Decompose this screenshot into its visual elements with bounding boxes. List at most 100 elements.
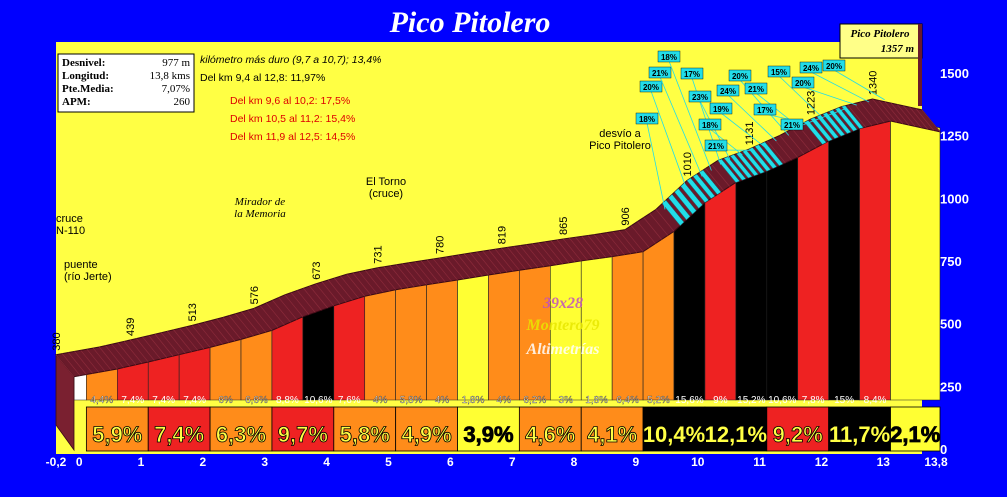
stat-label-1: Longitud: [62, 70, 109, 82]
steep-band-1 [729, 154, 753, 179]
x-tick-9: 8 [571, 455, 578, 469]
slope-column-10 [364, 285, 396, 401]
road-hatch [235, 313, 254, 337]
altitude-label-1: 439 [125, 318, 137, 336]
road-hatch [643, 217, 662, 240]
road-hatch [532, 243, 551, 266]
steep-label-14: 21% [784, 121, 800, 130]
road-hatch [185, 326, 205, 350]
road-hatch [334, 277, 353, 301]
steep-band-0 [698, 169, 722, 195]
steep-band-1 [748, 147, 771, 172]
altitude-label-4: 673 [311, 261, 323, 279]
road-hatch [216, 318, 236, 342]
road-hatch [866, 100, 885, 123]
y-axis: 0 250 500 750 1000 1250 1500 [940, 66, 969, 457]
steep-label-0: 18% [639, 115, 655, 124]
road-hatch [544, 241, 563, 265]
x-tick-2: 1 [138, 455, 145, 469]
steep-label-3: 18% [661, 53, 677, 62]
segment-slope-11: 5,8% [400, 395, 423, 406]
steep-band-0 [680, 182, 703, 209]
km-slope-boxes: 5,9% 7,4% 6,3% 9,7% 5,8% 4,9% 3,9% 4,6% 4,1% 10,4… [85, 406, 941, 452]
road-hatch [470, 252, 489, 276]
road-hatch [519, 245, 539, 268]
road-hatch [463, 253, 483, 277]
altitude-labels: 380 439 513 576 673 731 780 819 865 906 1010 1131 12… [51, 71, 880, 351]
steep-band-0 [674, 188, 697, 215]
road-hatch [581, 236, 601, 259]
segment-slope-10: 4% [373, 395, 388, 406]
km-box-label-8: 4,1% [587, 422, 637, 447]
place-label-0-0: cruce [56, 213, 83, 225]
place-label-4-1: Pico Pitolero [589, 140, 651, 152]
chart-title: Pico Pitolero [389, 6, 551, 39]
steep-leader-8 [720, 112, 765, 147]
km-box-label-6: 3,9% [463, 422, 513, 447]
steep-leader-13 [778, 75, 824, 119]
stat-label-0: Desnivel: [62, 57, 105, 69]
y-tick-1: 250 [940, 379, 962, 394]
steep-label-13: 15% [771, 68, 787, 77]
road-hatch [80, 350, 100, 373]
stat-value-3: 260 [174, 96, 191, 108]
steep-label-12: 17% [757, 106, 773, 115]
road-hatch [779, 135, 798, 158]
road-hatch [791, 128, 811, 152]
altitude-label-13: 1340 [868, 71, 880, 95]
road-hatch [408, 262, 427, 285]
road-hatch [204, 321, 223, 345]
slope-column-18 [611, 247, 644, 401]
note-red-2: Del km 11,9 al 12,5: 14,5% [230, 131, 355, 143]
segment-slope-16: 3% [559, 395, 574, 406]
road-hatch [321, 281, 341, 305]
road-hatch [921, 109, 941, 133]
x-tick-12: 11 [753, 455, 766, 469]
road-hatch [538, 242, 557, 265]
road-hatch [575, 237, 594, 260]
road-hatch [853, 103, 873, 126]
road-hatch [618, 230, 638, 253]
stat-label-3: APM: [62, 96, 91, 108]
road-hatch [253, 308, 273, 331]
steep-band-1 [754, 144, 778, 169]
road-hatch [327, 279, 347, 303]
x-tick-11: 10 [691, 455, 705, 469]
km-box-label-4: 5,8% [340, 422, 390, 447]
road-hatch [637, 221, 656, 244]
stat-value-2: 7,07% [162, 83, 190, 95]
road-hatch [167, 331, 186, 354]
segment-slope-1: 4,4% [90, 395, 113, 406]
summit-box: Pico Pitolero 1357 m [839, 23, 923, 106]
altitude-label-0: 380 [51, 332, 63, 350]
slope-column-27 [890, 116, 941, 401]
km-box-label-13: 2,1% [890, 422, 940, 447]
road-hatch [266, 302, 285, 326]
steep-band-1 [717, 158, 740, 183]
slope-column-8 [302, 301, 335, 401]
steep-leader-16 [810, 71, 870, 103]
steep-leader-15 [802, 86, 857, 106]
watermark: 39x28 Montero79 Altimetrías [526, 295, 600, 358]
road-hatch [371, 268, 390, 292]
road-hatch [915, 108, 935, 131]
segment-slope-14: 4% [497, 395, 512, 406]
steep-leader-17 [833, 69, 885, 101]
x-tick-15: 13,8 [924, 455, 948, 469]
road-hatch [61, 353, 81, 376]
segment-slope-19: 5,2% [647, 395, 670, 406]
segment-slope-9: 7,6% [338, 395, 361, 406]
stat-label-2: Pte.Media: [62, 83, 114, 95]
road-hatch [340, 275, 359, 299]
y-tick-4: 1000 [940, 191, 969, 206]
road-hatch [655, 209, 675, 232]
steep-label-box-15 [791, 76, 815, 89]
segment-slope-2: 7,4% [121, 395, 144, 406]
watermark-line-2: Montero79 [526, 317, 600, 334]
road-hatch [272, 300, 291, 323]
steep-leader-9 [727, 94, 777, 142]
place-label-1-0: puente [64, 259, 98, 271]
km-box-2 [209, 406, 273, 452]
slope-column-22 [735, 166, 768, 401]
steep-label-15: 20% [795, 79, 811, 88]
